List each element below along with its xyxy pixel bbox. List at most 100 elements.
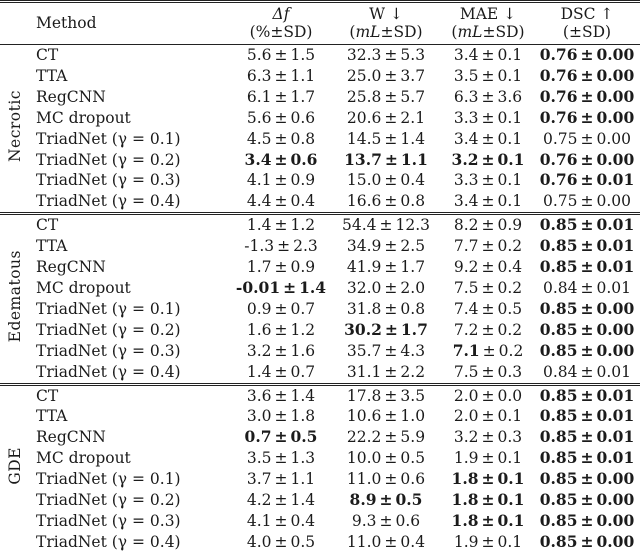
cell-delta_f: 3.4 ±0.6 [232, 150, 330, 171]
cell-delta_f: 3.6 ±1.4 [232, 382, 330, 407]
plus-minus-sign: ± [277, 237, 291, 256]
cell-mae: 7.4 ±0.5 [442, 299, 534, 320]
mean-value: 0.85 [539, 490, 578, 510]
table-row: TriadNet (γ = 0.2) 4.2 ±1.4 8.9 ±0.5 1.8 ±0.1 0… [0, 490, 640, 511]
table-row: TriadNet (γ = 0.3) 4.1 ±0.9 15.0 ±0.4 3.3 ±0.1… [0, 170, 640, 191]
mean-value: 1.8 [451, 510, 479, 530]
sd-value: 0.00 [596, 149, 635, 169]
mean-value: 32.0 [346, 278, 382, 297]
table-body: Necrotic CT 5.6 ±1.5 32.3 ±5.3 3.4 ±0.1 0.76 ±0.0… [0, 45, 640, 553]
method-name: RegCNN [36, 87, 106, 106]
sd-value: 5.3 [400, 46, 426, 64]
plus-minus-sign: ± [384, 428, 398, 447]
cell-mae: 3.3 ±0.1 [442, 108, 534, 129]
sd-value: 0.01 [596, 385, 635, 405]
cell-dsc: 0.85 ±0.01 [534, 236, 640, 257]
sd-value: 0.1 [497, 108, 523, 127]
method-name: TriadNet (γ = 0.3) [36, 511, 181, 530]
cell-mae: 8.2 ±0.9 [442, 212, 534, 237]
method-name: MC dropout [36, 278, 131, 297]
table-row: TTA 3.0 ±1.8 10.6 ±1.0 2.0 ±0.1 0.85 ±0.01 [0, 406, 640, 427]
sd-value: 1.2 [290, 216, 316, 235]
method-name: TriadNet (γ = 0.1) [36, 470, 181, 489]
column-label: W ↓ [369, 5, 403, 23]
plus-minus-sign: ± [481, 278, 495, 297]
plus-minus-sign: ± [379, 511, 393, 530]
cell-delta_f: 4.4 ±0.4 [232, 191, 330, 213]
plus-minus-sign: ± [384, 87, 398, 106]
mean-value: 3.4 [244, 149, 272, 169]
sd-value: 0.00 [596, 298, 635, 318]
method-name: MC dropout [36, 108, 131, 127]
cell-dsc: 0.85 ±0.00 [534, 511, 640, 532]
cell-w: 35.7 ±4.3 [330, 341, 442, 362]
table-row: GDE CT 3.6 ±1.4 17.8 ±3.5 2.0 ±0.0 0.85 ±0.01 [0, 382, 640, 553]
cell-delta_f: 4.1 ±0.9 [232, 170, 330, 191]
sd-value: 0.4 [290, 192, 316, 211]
plus-minus-sign: ± [379, 490, 393, 510]
sd-value: 1.1 [290, 470, 316, 489]
cell-mae: 1.8 ±0.1 [442, 511, 534, 532]
cell-dsc: 0.76 ±0.00 [534, 108, 640, 129]
table-row: TriadNet (γ = 0.2) 3.4 ±0.6 13.7 ±1.1 3.2 ±0.1… [0, 150, 640, 171]
plus-minus-sign: ± [580, 340, 594, 360]
cell-mae: 1.8 ±0.1 [442, 469, 534, 490]
sd-value: 3.5 [400, 386, 426, 405]
cell-mae: 3.4 ±0.1 [442, 129, 534, 150]
table-row: TTA -1.3 ±2.3 34.9 ±2.5 7.7 ±0.2 0.85 ±0.01 [0, 236, 640, 257]
sd-value: 0.2 [498, 341, 524, 360]
mean-value: 1.8 [451, 469, 479, 489]
mean-value: 11.0 [346, 532, 382, 551]
mean-value: 0.85 [539, 215, 578, 235]
plus-minus-sign: ± [274, 386, 288, 405]
cell-dsc: 0.85 ±0.00 [534, 341, 640, 362]
sd-value: 0.00 [596, 469, 635, 489]
column-label: DSC ↑ [560, 5, 614, 23]
cell-dsc: 0.75 ±0.00 [534, 191, 640, 213]
sd-value: 0.3 [497, 428, 523, 447]
plus-minus-sign: ± [384, 319, 398, 339]
mean-value: 1.7 [246, 258, 272, 277]
sd-value: 0.00 [596, 45, 635, 64]
plus-minus-sign: ± [481, 449, 495, 468]
plus-minus-sign: ± [274, 341, 288, 360]
table-row: MC dropout 5.6 ±0.6 20.6 ±2.1 3.3 ±0.1 0.76 ±0.0… [0, 108, 640, 129]
column-units: (mL±SD) [451, 23, 525, 41]
cell-w: 20.6 ±2.1 [330, 108, 442, 129]
plus-minus-sign: ± [274, 511, 288, 530]
cell-delta_f: 6.1 ±1.7 [232, 87, 330, 108]
sd-value: 2.1 [400, 108, 426, 127]
mean-value: 0.76 [539, 45, 578, 64]
plus-minus-sign: ± [481, 66, 495, 85]
method-name: TriadNet (γ = 0.4) [36, 362, 181, 381]
mean-value: 4.5 [246, 129, 272, 148]
sd-value: 1.4 [290, 386, 316, 405]
mean-value: 0.85 [539, 427, 578, 447]
plus-minus-sign: ± [481, 320, 495, 339]
column-header-method: Method [30, 0, 232, 45]
plus-minus-sign: ± [481, 237, 495, 256]
sd-value: 1.1 [290, 66, 316, 85]
mean-value: 15.0 [346, 171, 382, 190]
row-group-label: Necrotic [5, 89, 24, 162]
mean-value: 0.76 [539, 149, 578, 169]
mean-value: 1.8 [451, 490, 479, 510]
plus-minus-sign: ± [481, 129, 495, 148]
sd-value: 0.2 [497, 237, 523, 256]
sd-value: 0.01 [596, 406, 635, 426]
sd-value: 0.4 [400, 532, 426, 551]
sd-value: 0.1 [497, 469, 525, 489]
mean-value: 3.4 [453, 192, 479, 211]
sd-value: 0.5 [395, 490, 423, 510]
plus-minus-sign: ± [481, 532, 495, 551]
table-header: Method Δf (%±SD) W ↓ (mL±SD) MAE ↓ (mL±S… [0, 0, 640, 45]
sd-value: 0.3 [497, 362, 523, 381]
mean-value: 3.6 [246, 386, 272, 405]
sd-value: 0.7 [290, 299, 316, 318]
plus-minus-sign: ± [384, 362, 398, 381]
table-row: Necrotic CT 5.6 ±1.5 32.3 ±5.3 3.4 ±0.1 0.76 ±0.0… [0, 45, 640, 162]
plus-minus-sign: ± [481, 299, 495, 318]
sd-value: 1.1 [400, 149, 428, 169]
cell-delta_f: 4.5 ±0.8 [232, 129, 330, 150]
